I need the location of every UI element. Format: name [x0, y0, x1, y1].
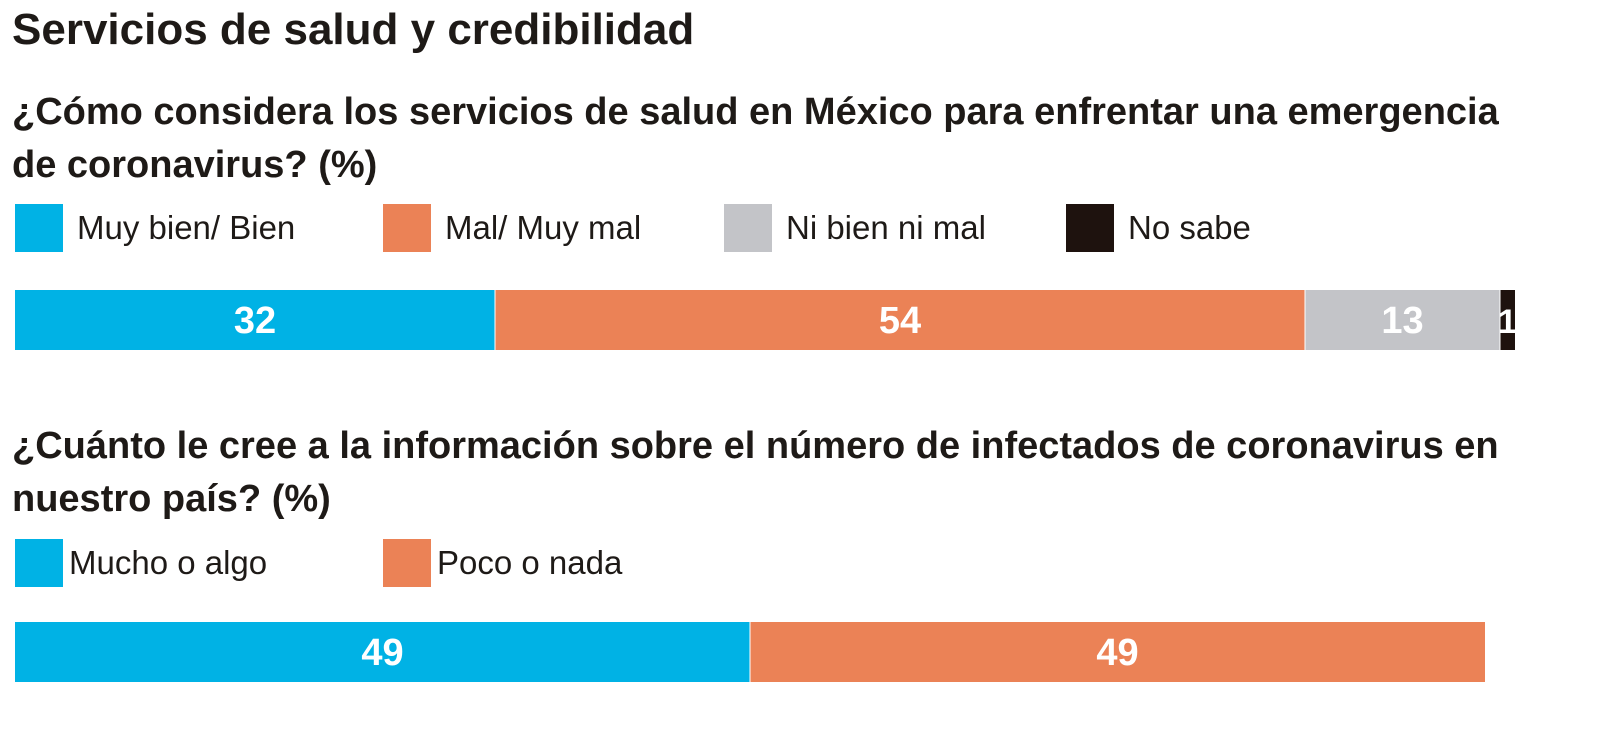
legend-item-muy-bien: Muy bien/ Bien — [15, 204, 295, 252]
legend-swatch-orange — [383, 539, 431, 587]
chart-2-legend: Mucho o algo Poco o nada — [15, 539, 1515, 587]
legend-label: Mucho o algo — [69, 544, 268, 581]
data-label: 1 — [1498, 303, 1517, 341]
bar-segment-1 — [15, 290, 495, 350]
legend-item-mal: Mal/ Muy mal — [383, 204, 641, 252]
data-label: 32 — [234, 300, 276, 342]
legend-swatch-gray — [724, 204, 772, 252]
bar-segment-2 — [495, 290, 1305, 350]
legend-item-poco-o-nada: Poco o nada — [383, 539, 622, 587]
chart-2-question: ¿Cuánto le cree a la información sobre e… — [12, 425, 1499, 520]
legend-swatch-black — [1066, 204, 1114, 252]
legend-swatch-orange — [383, 204, 431, 252]
legend-item-no-sabe: No sabe — [1066, 204, 1251, 252]
legend-swatch-blue — [15, 204, 63, 252]
legend-swatch-blue — [15, 539, 63, 587]
legend-label: Muy bien/ Bien — [77, 209, 296, 246]
page-title: Servicios de salud y credibilidad — [12, 5, 695, 54]
chart-1-question: ¿Cómo considera los servicios de salud e… — [12, 91, 1499, 186]
legend-item-ni-bien-ni-mal: Ni bien ni mal — [724, 204, 986, 252]
data-label: 49 — [361, 632, 403, 674]
data-label: 49 — [1096, 632, 1138, 674]
bar-segment-2 — [750, 622, 1485, 682]
legend-label: No sabe — [1128, 209, 1251, 246]
legend-label: Poco o nada — [437, 544, 623, 581]
data-label: 54 — [879, 300, 921, 342]
chart-1-legend: Muy bien/ Bien Mal/ Muy mal Ni bien ni m… — [15, 204, 1515, 252]
legend-label: Mal/ Muy mal — [445, 209, 642, 246]
legend-label: Ni bien ni mal — [786, 209, 986, 246]
chart-2-stacked-bar: 49 49 — [15, 622, 1485, 682]
bar-segment-1 — [15, 622, 750, 682]
bar-segment-3 — [1305, 290, 1500, 350]
data-label: 13 — [1381, 300, 1423, 342]
legend-item-mucho-o-algo: Mucho o algo — [15, 539, 267, 587]
chart-1-stacked-bar: 32 54 13 1 — [15, 290, 1517, 350]
bar-segment-4 — [1500, 290, 1515, 350]
